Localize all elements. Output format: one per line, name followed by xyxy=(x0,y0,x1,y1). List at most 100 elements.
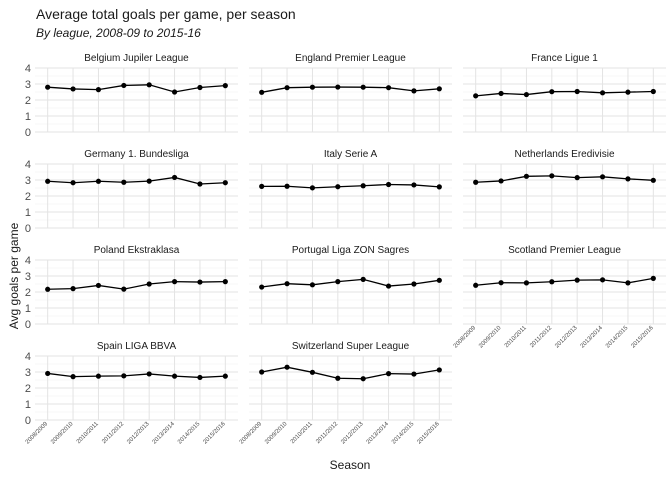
data-point xyxy=(259,89,265,95)
x-tick-label: 2012/2013 xyxy=(340,421,365,446)
data-point xyxy=(360,376,366,382)
series-line-england-premier-league xyxy=(261,86,440,93)
data-point xyxy=(599,174,606,180)
data-point xyxy=(95,87,102,93)
x-tick-label: 2014/2015 xyxy=(391,421,416,446)
data-point xyxy=(284,183,290,189)
data-point xyxy=(549,173,555,179)
x-tick-label: 2009/2010 xyxy=(50,421,75,446)
y-tick-label: 1 xyxy=(25,303,31,315)
data-point xyxy=(650,177,656,183)
data-point xyxy=(222,83,228,89)
data-point xyxy=(436,277,442,283)
data-point xyxy=(523,173,530,179)
data-point xyxy=(473,179,479,185)
data-point xyxy=(360,276,366,282)
data-point xyxy=(259,284,265,290)
panel-title-scotland-premier-league: Scotland Premier League xyxy=(508,245,621,256)
data-point xyxy=(309,282,316,288)
data-point xyxy=(284,281,290,287)
data-point xyxy=(498,280,504,286)
data-point xyxy=(335,279,341,285)
x-tick-label: 2010/2011 xyxy=(504,325,528,349)
data-point xyxy=(599,277,606,283)
chart-title: Average total goals per game, per season xyxy=(36,6,296,22)
data-point xyxy=(95,373,102,379)
x-tick-label: 2008/2009 xyxy=(239,421,264,446)
data-point xyxy=(222,373,228,379)
series-line-italy-serie-a xyxy=(261,183,440,189)
x-tick-label: 2012/2013 xyxy=(126,421,151,446)
data-point xyxy=(121,179,127,185)
data-point xyxy=(45,84,51,90)
data-point xyxy=(171,89,178,95)
data-point xyxy=(650,88,656,95)
data-point xyxy=(574,88,580,95)
x-tick-label: 2015/2016 xyxy=(202,421,227,446)
data-point xyxy=(411,182,417,188)
data-point xyxy=(70,180,76,186)
y-axis-title: Avg goals per game xyxy=(7,222,21,330)
series-line-portugal-liga-zon-sagres xyxy=(261,278,440,288)
panel-title-portugal-liga-zon-sagres: Portugal Liga ZON Sagres xyxy=(292,245,409,256)
series-line-belgium-jupiler-league xyxy=(47,84,226,93)
data-point xyxy=(385,371,392,377)
y-tick-label: 0 xyxy=(25,319,31,331)
y-tick-label: 4 xyxy=(25,159,31,171)
data-point xyxy=(259,369,265,375)
data-point xyxy=(70,374,76,380)
data-point xyxy=(197,181,203,187)
data-point xyxy=(171,174,178,181)
y-tick-label: 1 xyxy=(25,399,31,411)
y-tick-label: 3 xyxy=(25,271,31,283)
data-point xyxy=(45,178,51,184)
data-point xyxy=(650,275,656,281)
x-tick-label: 2008/2009 xyxy=(453,325,478,350)
data-point xyxy=(498,178,504,184)
x-tick-label: 2015/2016 xyxy=(630,325,655,350)
data-point xyxy=(625,280,631,286)
series-line-netherlands-eredivisie xyxy=(475,175,654,183)
x-tick-label: 2009/2010 xyxy=(478,325,503,350)
y-tick-label: 3 xyxy=(25,367,31,379)
data-point xyxy=(121,82,127,89)
x-tick-label: 2013/2014 xyxy=(366,421,391,446)
data-point xyxy=(436,86,442,92)
y-tick-label: 0 xyxy=(25,415,31,427)
x-axis-title: Season xyxy=(329,458,371,472)
data-point xyxy=(171,279,178,285)
x-tick-label: 2010/2011 xyxy=(76,421,100,445)
data-point xyxy=(146,371,152,377)
data-point xyxy=(146,281,152,287)
data-point xyxy=(335,84,341,90)
y-tick-label: 4 xyxy=(25,255,31,267)
data-point xyxy=(498,90,504,97)
series-line-germany-1-bundesliga xyxy=(47,176,226,185)
y-tick-label: 0 xyxy=(25,223,31,235)
y-tick-label: 4 xyxy=(25,63,31,75)
panel-title-england-premier-league: England Premier League xyxy=(295,53,406,64)
x-tick-label: 2009/2010 xyxy=(264,421,289,446)
data-point xyxy=(95,178,102,184)
data-point xyxy=(473,93,479,99)
data-point xyxy=(385,85,392,91)
data-point xyxy=(360,183,366,189)
y-tick-label: 3 xyxy=(25,79,31,91)
data-point xyxy=(259,183,265,189)
data-point xyxy=(95,282,102,289)
data-point xyxy=(197,279,203,285)
x-tick-label: 2010/2011 xyxy=(290,421,314,445)
data-point xyxy=(385,181,392,188)
panel-title-belgium-jupiler-league: Belgium Jupiler League xyxy=(84,53,189,64)
data-point xyxy=(309,84,316,90)
x-tick-label: 2013/2014 xyxy=(152,421,177,446)
panel-title-germany-1-bundesliga: Germany 1. Bundesliga xyxy=(84,149,189,160)
data-point xyxy=(335,184,341,190)
panel-title-switzerland-super-league: Switzerland Super League xyxy=(292,341,410,352)
data-point xyxy=(70,286,76,292)
data-point xyxy=(70,86,76,92)
data-point xyxy=(171,373,178,379)
data-point xyxy=(549,89,555,95)
data-point xyxy=(222,279,228,285)
